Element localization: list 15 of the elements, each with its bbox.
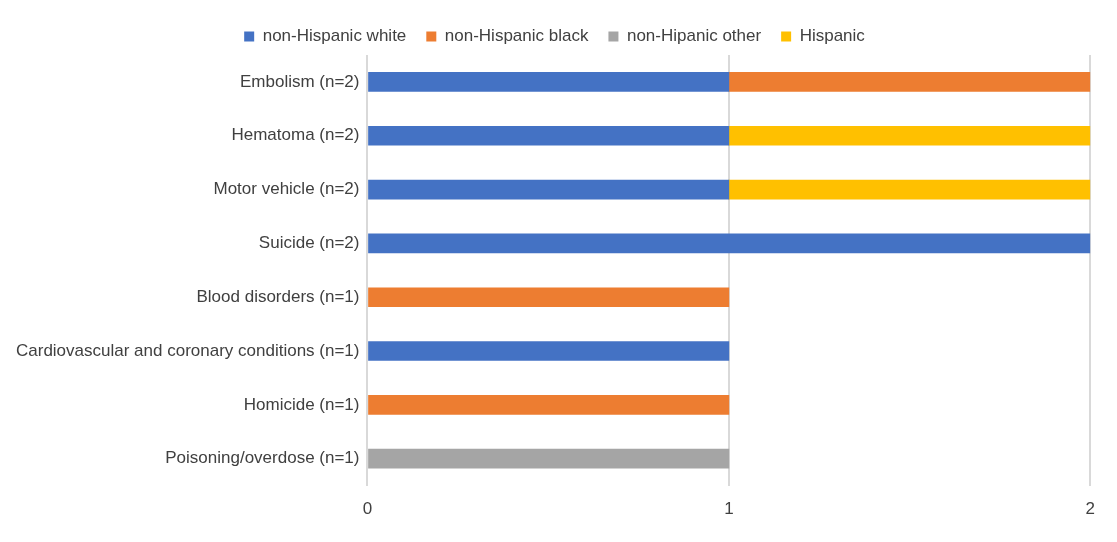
legend-label: non-Hipanic other <box>626 26 762 46</box>
legend-label: non-Hispanic black <box>444 26 589 46</box>
y-tick-label: Suicide (n=2) <box>258 233 360 253</box>
legend-label: Hispanic <box>799 26 866 46</box>
y-tick-label: Cardiovascular and coronary conditions (n=1) <box>15 340 360 360</box>
y-tick-label: Embolism (n=2) <box>239 71 360 91</box>
x-tick-label: 1 <box>724 499 734 519</box>
legend-label: non-Hispanic white <box>262 26 407 46</box>
y-tick-label: Hematoma (n=2) <box>231 125 360 145</box>
x-tick-label: 2 <box>1085 499 1096 519</box>
y-tick-label: Blood disorders (n=1) <box>196 286 360 306</box>
y-tick-label: Poisoning/overdose (n=1) <box>165 448 360 468</box>
y-tick-label: Motor vehicle (n=2) <box>213 179 360 199</box>
y-tick-label: Homicide (n=1) <box>243 394 360 414</box>
x-tick-label: 0 <box>362 499 373 519</box>
